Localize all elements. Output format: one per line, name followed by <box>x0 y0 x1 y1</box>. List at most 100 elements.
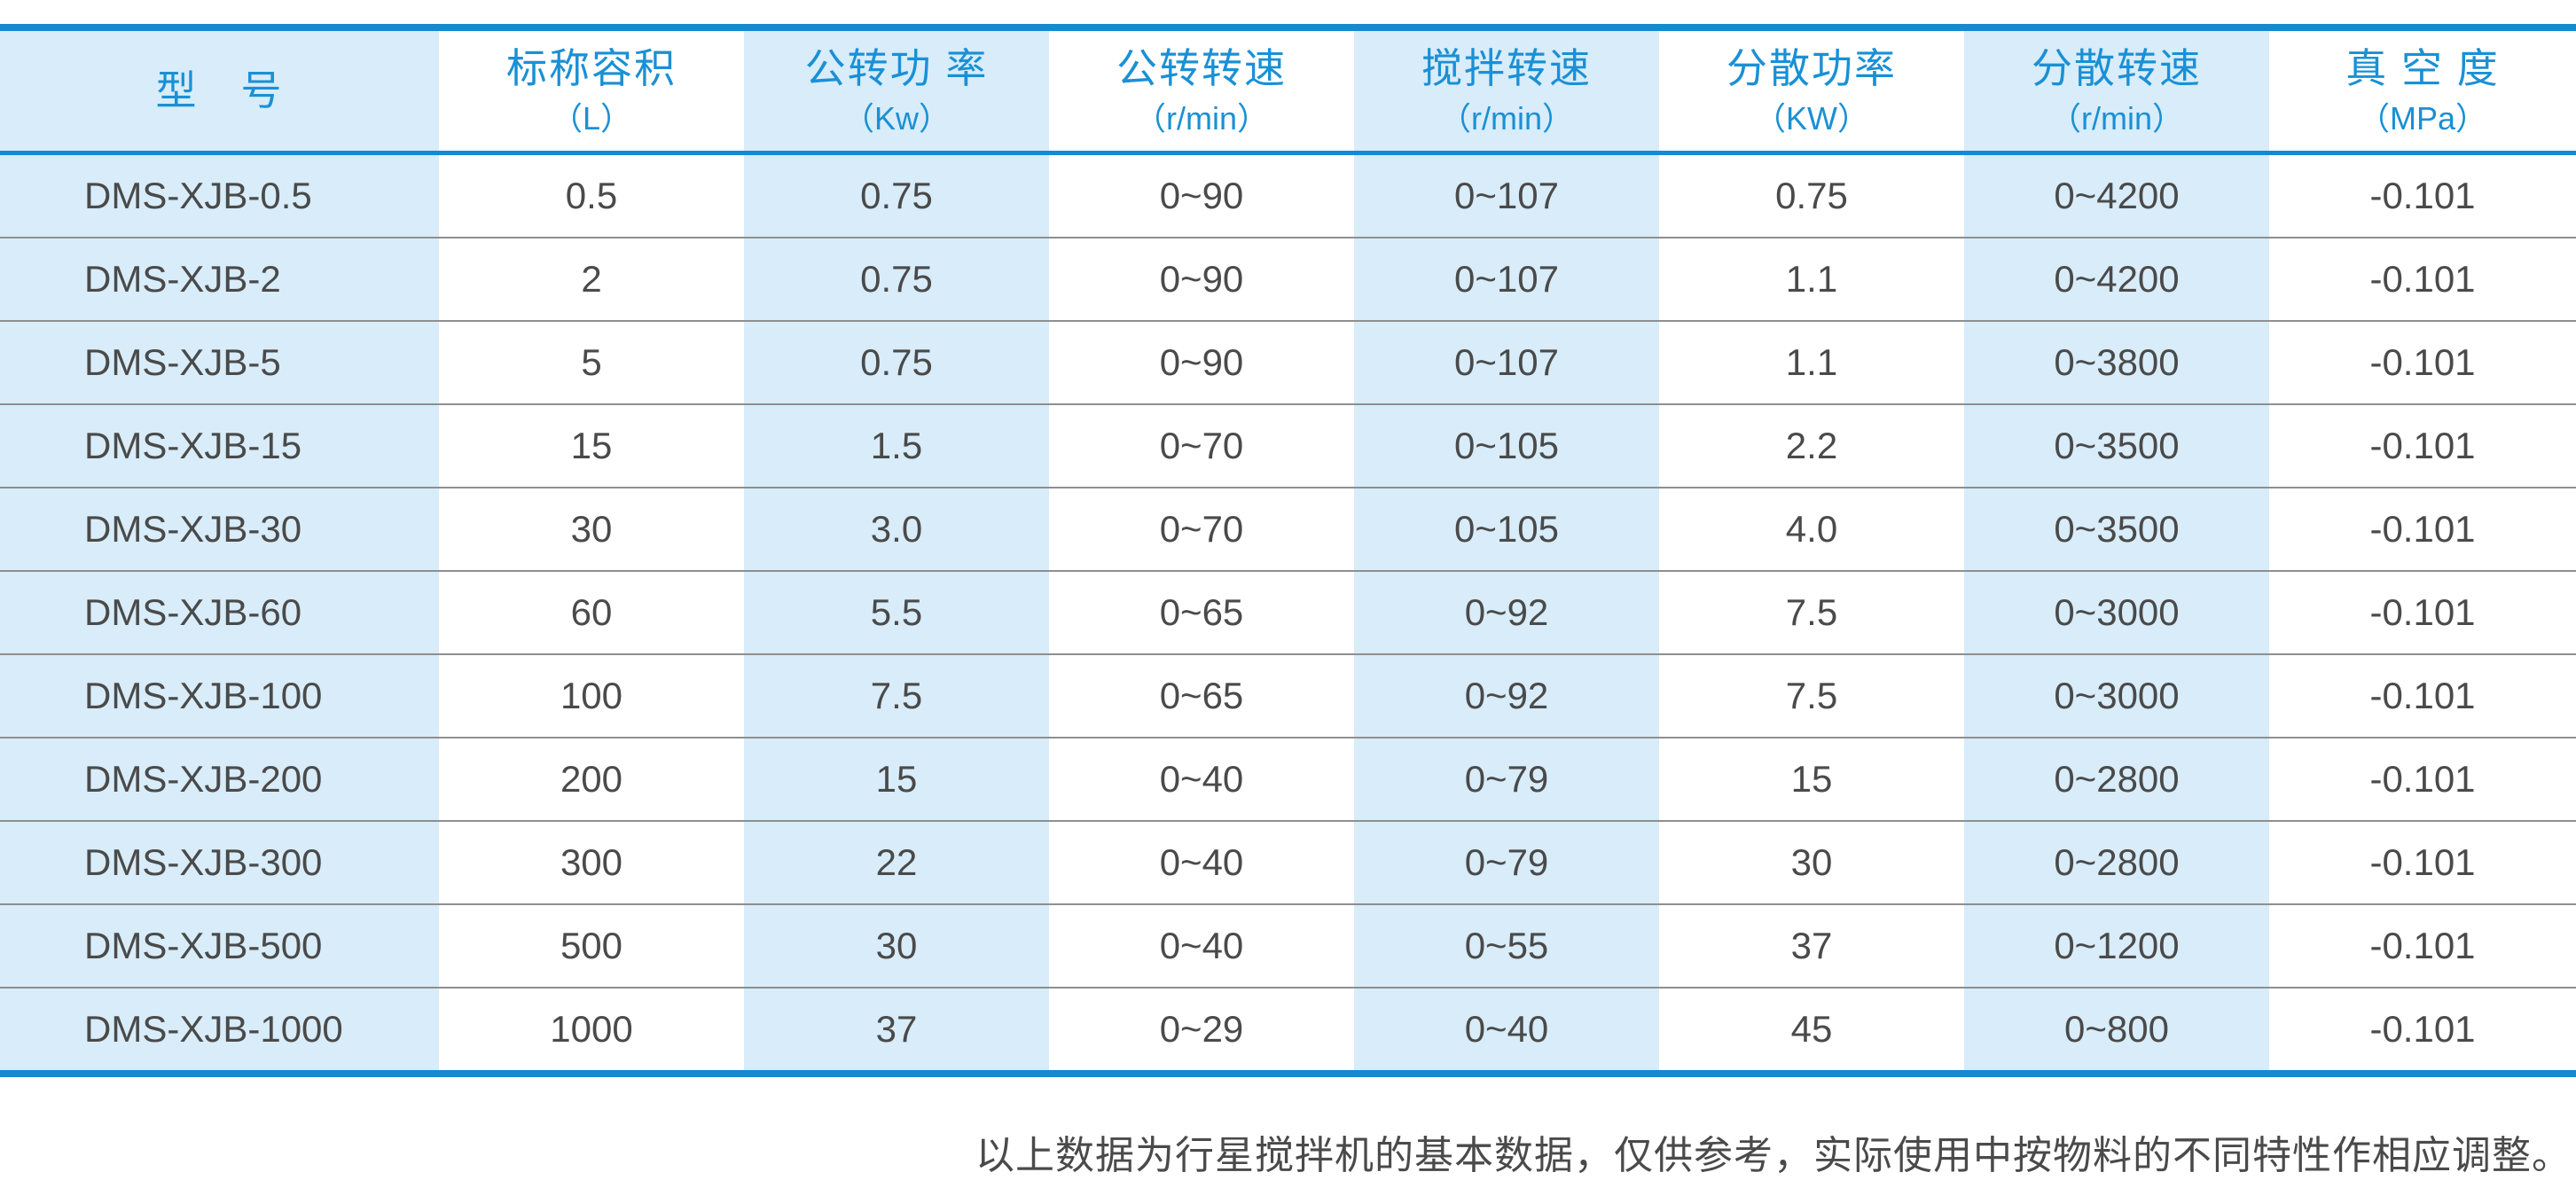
table-row: DMS-XJB-0.5 0.5 0.75 0~90 0~107 0.75 0~4200 -0.… <box>0 152 2576 238</box>
value-cell: 7.5 <box>1659 654 1964 738</box>
value-cell: 0~107 <box>1354 152 1659 238</box>
value-cell: 0~90 <box>1049 152 1354 238</box>
table-row: DMS-XJB-2 2 0.75 0~90 0~107 1.1 0~4200 -0.101 <box>0 238 2576 322</box>
value-cell: 0~40 <box>1049 738 1354 822</box>
table-row: DMS-XJB-200 200 15 0~40 0~79 15 0~2800 -0.101 <box>0 738 2576 822</box>
column-label: 公转转速 <box>1116 45 1287 92</box>
column-header-7: 真 空 度 （MPa） <box>2269 27 2576 155</box>
value-cell: 0~79 <box>1354 821 1659 905</box>
table-row: DMS-XJB-300 300 22 0~40 0~79 30 0~2800 -0.101 <box>0 821 2576 905</box>
value-cell: -0.101 <box>2269 904 2576 989</box>
footnote: 以上数据为行星搅拌机的基本数据，仅供参考，实际使用中按物料的不同特性作相应调整。 <box>975 1133 2572 1178</box>
value-cell: -0.101 <box>2269 404 2576 488</box>
value-cell: 100 <box>439 654 744 738</box>
value-cell: 0~105 <box>1354 488 1659 572</box>
column-label: 搅拌转速 <box>1421 45 1592 92</box>
value-cell: 0.75 <box>1659 152 1964 238</box>
column-unit: （r/min） <box>1134 100 1269 137</box>
column-header-2: 公转功 率 （Kw） <box>744 27 1049 155</box>
value-cell: 0~3000 <box>1964 654 2269 738</box>
spec-table: 型 号 标称容积 （L） 公转功 率 （Kw） 公转转速 （r/min） 搅拌转速 （r/min… <box>0 24 2576 1077</box>
value-cell: -0.101 <box>2269 238 2576 322</box>
value-cell: 7.5 <box>1659 571 1964 655</box>
column-label: 分散功率 <box>1726 45 1897 92</box>
value-cell: 200 <box>439 738 744 822</box>
value-cell: 15 <box>439 404 744 488</box>
model-cell: DMS-XJB-15 <box>0 404 439 488</box>
column-header-0: 型 号 <box>0 27 439 155</box>
model-cell: DMS-XJB-1000 <box>0 988 439 1077</box>
value-cell: 15 <box>744 738 1049 822</box>
value-cell: 0~3800 <box>1964 321 2269 405</box>
model-cell: DMS-XJB-60 <box>0 571 439 655</box>
value-cell: 15 <box>1659 738 1964 822</box>
column-unit: （Kw） <box>842 100 951 137</box>
value-cell: 5 <box>439 321 744 405</box>
value-cell: 0.75 <box>744 152 1049 238</box>
value-cell: 0~4200 <box>1964 238 2269 322</box>
value-cell: 0~3500 <box>1964 404 2269 488</box>
value-cell: 0~40 <box>1049 821 1354 905</box>
value-cell: 1.1 <box>1659 238 1964 322</box>
value-cell: 0.75 <box>744 321 1049 405</box>
value-cell: 0~107 <box>1354 321 1659 405</box>
column-unit: （MPa） <box>2357 100 2488 137</box>
value-cell: 7.5 <box>744 654 1049 738</box>
column-header-3: 公转转速 （r/min） <box>1049 27 1354 155</box>
value-cell: 0~40 <box>1049 904 1354 989</box>
value-cell: 0~3500 <box>1964 488 2269 572</box>
value-cell: 500 <box>439 904 744 989</box>
value-cell: 0~2800 <box>1964 821 2269 905</box>
value-cell: -0.101 <box>2269 654 2576 738</box>
column-unit: （r/min） <box>2049 100 2184 137</box>
table-row: DMS-XJB-30 30 3.0 0~70 0~105 4.0 0~3500 -0.101 <box>0 488 2576 572</box>
value-cell: 5.5 <box>744 571 1049 655</box>
value-cell: -0.101 <box>2269 571 2576 655</box>
value-cell: -0.101 <box>2269 988 2576 1077</box>
value-cell: -0.101 <box>2269 821 2576 905</box>
model-cell: DMS-XJB-100 <box>0 654 439 738</box>
value-cell: 0~107 <box>1354 238 1659 322</box>
table-row: DMS-XJB-1000 1000 37 0~29 0~40 45 0~800 -0.101 <box>0 988 2576 1077</box>
value-cell: 4.0 <box>1659 488 1964 572</box>
value-cell: -0.101 <box>2269 152 2576 238</box>
column-label: 公转功 率 <box>804 45 989 92</box>
value-cell: 0~70 <box>1049 404 1354 488</box>
column-header-6: 分散转速 （r/min） <box>1964 27 2269 155</box>
value-cell: 1000 <box>439 988 744 1077</box>
value-cell: 0~29 <box>1049 988 1354 1077</box>
value-cell: 22 <box>744 821 1049 905</box>
value-cell: 0~90 <box>1049 238 1354 322</box>
column-unit: （L） <box>550 100 633 137</box>
value-cell: -0.101 <box>2269 321 2576 405</box>
column-header-5: 分散功率 （KW） <box>1659 27 1964 155</box>
value-cell: 37 <box>1659 904 1964 989</box>
value-cell: 0~2800 <box>1964 738 2269 822</box>
column-label: 分散转速 <box>2032 45 2202 92</box>
model-cell: DMS-XJB-0.5 <box>0 152 439 238</box>
model-cell: DMS-XJB-300 <box>0 821 439 905</box>
value-cell: 0~90 <box>1049 321 1354 405</box>
model-cell: DMS-XJB-5 <box>0 321 439 405</box>
column-header-4: 搅拌转速 （r/min） <box>1354 27 1659 155</box>
value-cell: 0~65 <box>1049 571 1354 655</box>
column-label: 型 号 <box>155 66 284 113</box>
spec-table-body: DMS-XJB-0.5 0.5 0.75 0~90 0~107 0.75 0~4200 -0.… <box>0 152 2576 1077</box>
planetary-mixer-spec-sheet: 型 号 标称容积 （L） 公转功 率 （Kw） 公转转速 （r/min） 搅拌转速 （r/min… <box>0 24 2576 1178</box>
value-cell: 0~92 <box>1354 654 1659 738</box>
value-cell: 0~40 <box>1354 988 1659 1077</box>
value-cell: 30 <box>439 488 744 572</box>
table-row: DMS-XJB-60 60 5.5 0~65 0~92 7.5 0~3000 -0.101 <box>0 571 2576 655</box>
value-cell: 0~92 <box>1354 571 1659 655</box>
table-row: DMS-XJB-100 100 7.5 0~65 0~92 7.5 0~3000 -0.101 <box>0 654 2576 738</box>
column-unit: （KW） <box>1754 100 1869 137</box>
table-row: DMS-XJB-15 15 1.5 0~70 0~105 2.2 0~3500 -0.101 <box>0 404 2576 488</box>
value-cell: 37 <box>744 988 1049 1077</box>
value-cell: 0~800 <box>1964 988 2269 1077</box>
value-cell: 45 <box>1659 988 1964 1077</box>
column-header-1: 标称容积 （L） <box>439 27 744 155</box>
value-cell: 30 <box>744 904 1049 989</box>
value-cell: -0.101 <box>2269 738 2576 822</box>
column-label: 真 空 度 <box>2345 45 2500 92</box>
value-cell: 60 <box>439 571 744 655</box>
